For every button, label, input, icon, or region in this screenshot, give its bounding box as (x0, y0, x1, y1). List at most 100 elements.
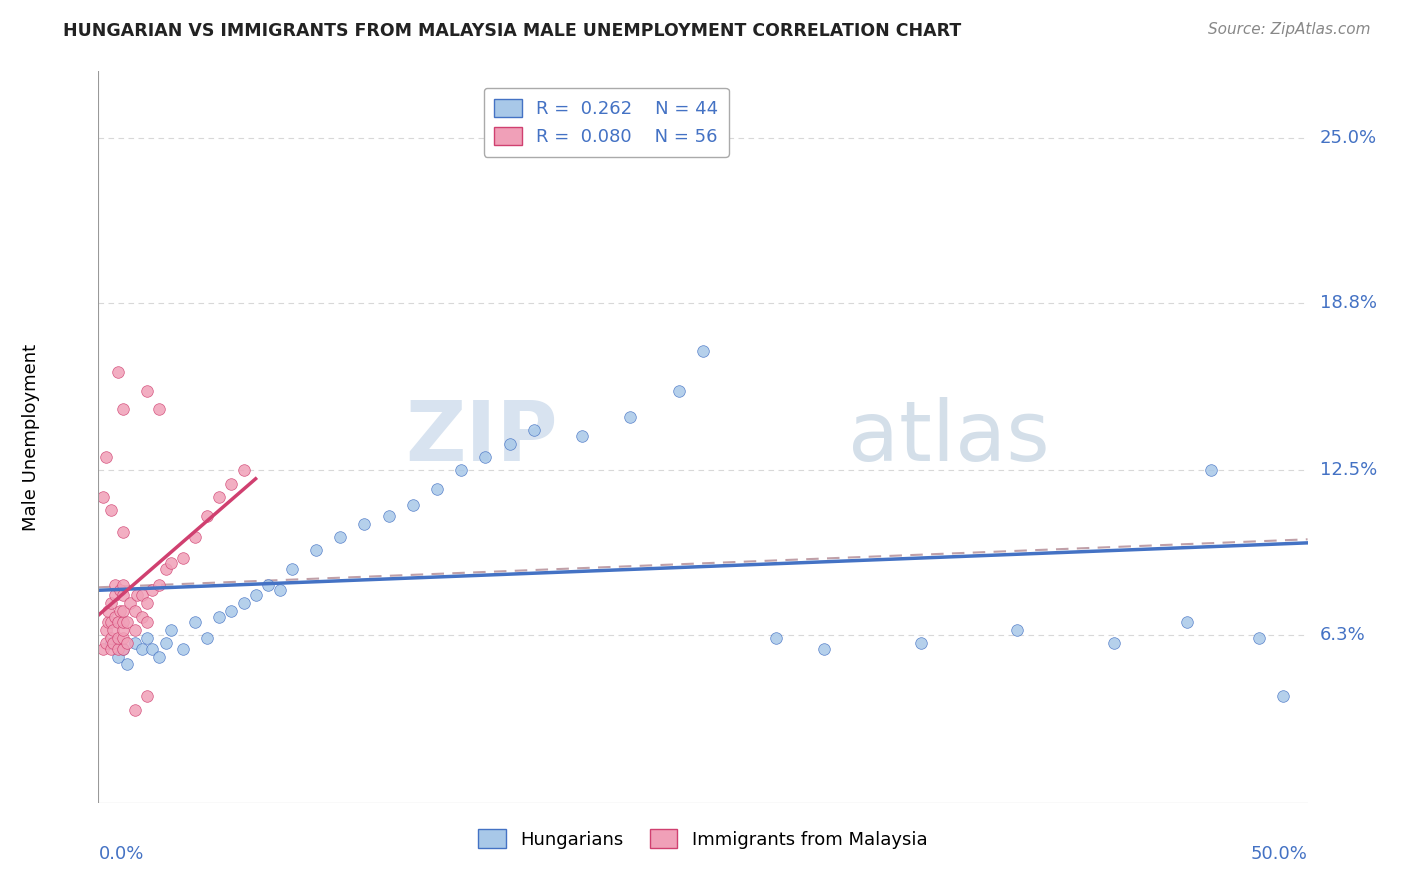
Point (184, 530, 207, 544)
Point (131, 609, 153, 624)
Point (124, 636, 146, 650)
Text: Source: ZipAtlas.com: Source: ZipAtlas.com (1208, 22, 1371, 37)
Point (498, 436, 520, 450)
Point (135, 384, 157, 398)
Text: 25.0%: 25.0% (1320, 128, 1376, 147)
Text: 50.0%: 50.0% (1251, 846, 1308, 863)
Point (124, 703, 146, 717)
Point (474, 450, 496, 464)
Point (91, 641, 114, 656)
Point (221, 604, 243, 618)
Point (195, 631, 218, 645)
Point (305, 543, 328, 558)
Point (107, 615, 129, 629)
Point (141, 582, 163, 597)
Point (100, 615, 122, 629)
Point (107, 649, 129, 664)
Point (111, 604, 134, 618)
Point (111, 588, 134, 602)
Point (160, 557, 183, 571)
Point (208, 490, 231, 504)
Point (117, 636, 139, 650)
Point (450, 463, 472, 477)
Point (124, 604, 146, 618)
Point (135, 596, 157, 610)
Text: 6.3%: 6.3% (1320, 626, 1365, 644)
Point (523, 424, 546, 438)
Text: HUNGARIAN VS IMMIGRANTS FROM MALAYSIA MALE UNEMPLOYMENT CORRELATION CHART: HUNGARIAN VS IMMIGRANTS FROM MALAYSIA MA… (63, 22, 962, 40)
Point (221, 476, 243, 491)
Point (107, 631, 129, 645)
Point (184, 615, 207, 629)
Point (208, 609, 231, 624)
Point (172, 551, 194, 566)
Point (232, 596, 254, 610)
Point (135, 690, 157, 704)
Point (100, 641, 122, 656)
Point (765, 631, 787, 645)
Point (402, 498, 425, 512)
Point (910, 636, 932, 650)
Point (353, 516, 375, 531)
Point (107, 641, 129, 656)
Text: atlas: atlas (848, 397, 1050, 477)
Point (101, 623, 124, 637)
Point (160, 623, 183, 637)
Point (97, 604, 120, 618)
Point (619, 410, 641, 425)
Point (245, 588, 267, 602)
Point (281, 562, 304, 576)
Point (1175, 615, 1198, 629)
Point (118, 596, 141, 610)
Text: 18.8%: 18.8% (1320, 293, 1376, 312)
Point (131, 641, 153, 656)
Point (135, 615, 157, 629)
Point (1007, 623, 1029, 637)
Point (172, 641, 194, 656)
Point (108, 582, 131, 597)
Point (571, 429, 593, 443)
Legend: Hungarians, Immigrants from Malaysia: Hungarians, Immigrants from Malaysia (471, 822, 935, 856)
Point (668, 384, 690, 398)
Point (117, 657, 139, 672)
Point (111, 641, 134, 656)
Point (94, 636, 117, 650)
Point (141, 641, 163, 656)
Point (124, 623, 146, 637)
Point (127, 588, 149, 602)
Point (111, 623, 134, 637)
Point (111, 402, 134, 417)
Point (195, 508, 218, 523)
Text: Male Unemployment: Male Unemployment (21, 343, 39, 531)
Text: ZIP: ZIP (405, 397, 558, 477)
Point (111, 641, 134, 656)
Point (155, 562, 177, 576)
Point (692, 343, 714, 358)
Point (1199, 463, 1222, 477)
Point (329, 530, 352, 544)
Point (111, 631, 134, 645)
Point (131, 588, 153, 602)
Point (377, 508, 399, 523)
Point (148, 577, 170, 591)
Point (269, 582, 291, 597)
Point (813, 641, 835, 656)
Point (91, 490, 114, 504)
Point (107, 365, 129, 379)
Point (104, 588, 127, 602)
Point (97, 615, 120, 629)
Point (111, 524, 134, 539)
Text: 0.0%: 0.0% (98, 846, 143, 863)
Point (1249, 631, 1271, 645)
Point (256, 577, 278, 591)
Point (111, 577, 134, 591)
Point (104, 609, 127, 624)
Point (232, 463, 254, 477)
Point (117, 615, 139, 629)
Point (1102, 636, 1125, 650)
Point (148, 402, 170, 417)
Point (100, 503, 122, 517)
Point (148, 649, 170, 664)
Point (111, 615, 134, 629)
Point (94, 623, 117, 637)
